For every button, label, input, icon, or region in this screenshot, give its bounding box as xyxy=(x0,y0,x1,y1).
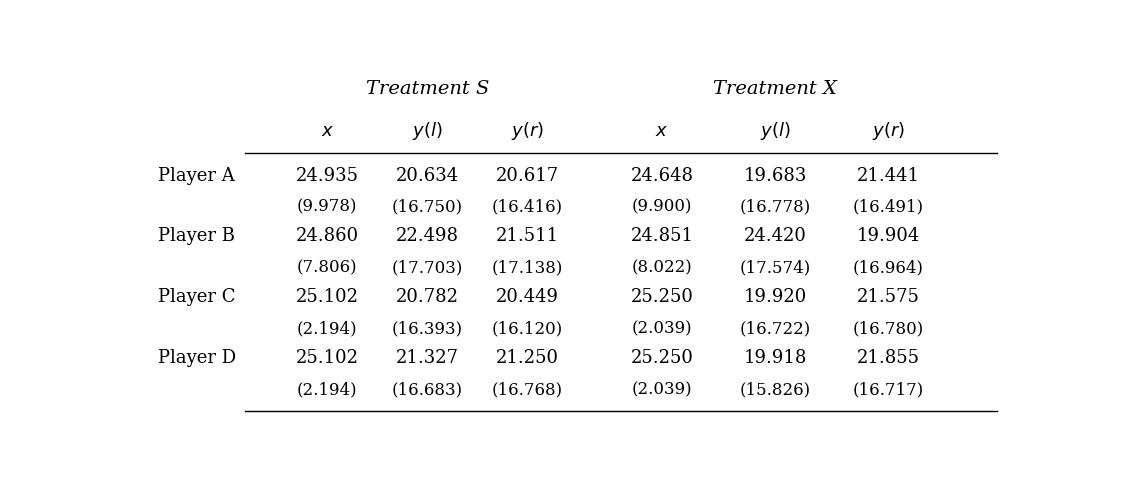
Text: (16.778): (16.778) xyxy=(739,198,811,216)
Text: 22.498: 22.498 xyxy=(396,228,459,245)
Text: Player C: Player C xyxy=(157,288,236,306)
Text: (2.039): (2.039) xyxy=(632,320,692,337)
Text: (17.138): (17.138) xyxy=(491,259,563,276)
Text: 21.250: 21.250 xyxy=(496,349,559,367)
Text: (16.683): (16.683) xyxy=(392,381,462,398)
Text: 25.250: 25.250 xyxy=(631,288,693,306)
Text: 21.441: 21.441 xyxy=(856,167,920,184)
Text: (17.574): (17.574) xyxy=(739,259,811,276)
Text: (16.780): (16.780) xyxy=(853,320,923,337)
Text: 24.420: 24.420 xyxy=(744,228,807,245)
Text: 20.449: 20.449 xyxy=(496,288,559,306)
Text: 24.935: 24.935 xyxy=(296,167,359,184)
Text: $y(l)$: $y(l)$ xyxy=(760,120,790,142)
Text: 19.918: 19.918 xyxy=(744,349,807,367)
Text: (16.768): (16.768) xyxy=(491,381,563,398)
Text: 19.904: 19.904 xyxy=(856,228,920,245)
Text: (16.964): (16.964) xyxy=(853,259,923,276)
Text: (15.826): (15.826) xyxy=(739,381,810,398)
Text: 21.327: 21.327 xyxy=(396,349,459,367)
Text: $y(r)$: $y(r)$ xyxy=(511,120,544,142)
Text: (16.416): (16.416) xyxy=(491,198,563,216)
Text: Treatment S: Treatment S xyxy=(366,80,489,98)
Text: $x$: $x$ xyxy=(655,122,669,140)
Text: 24.860: 24.860 xyxy=(295,228,359,245)
Text: (16.491): (16.491) xyxy=(853,198,923,216)
Text: 21.575: 21.575 xyxy=(856,288,920,306)
Text: (7.806): (7.806) xyxy=(297,259,358,276)
Text: 19.920: 19.920 xyxy=(744,288,807,306)
Text: 19.683: 19.683 xyxy=(744,167,807,184)
Text: 24.648: 24.648 xyxy=(631,167,693,184)
Text: 24.851: 24.851 xyxy=(631,228,693,245)
Text: Player D: Player D xyxy=(157,349,236,367)
Text: (16.393): (16.393) xyxy=(392,320,462,337)
Text: $y(l)$: $y(l)$ xyxy=(412,120,442,142)
Text: (8.022): (8.022) xyxy=(632,259,692,276)
Text: (2.194): (2.194) xyxy=(297,320,358,337)
Text: 25.102: 25.102 xyxy=(296,349,359,367)
Text: $x$: $x$ xyxy=(321,122,334,140)
Text: (9.978): (9.978) xyxy=(297,198,358,216)
Text: 20.782: 20.782 xyxy=(396,288,459,306)
Text: (2.194): (2.194) xyxy=(297,381,358,398)
Text: (16.717): (16.717) xyxy=(853,381,923,398)
Text: 21.855: 21.855 xyxy=(856,349,920,367)
Text: (16.750): (16.750) xyxy=(392,198,462,216)
Text: 21.511: 21.511 xyxy=(496,228,559,245)
Text: (16.120): (16.120) xyxy=(491,320,563,337)
Text: Player A: Player A xyxy=(157,167,234,184)
Text: $y(r)$: $y(r)$ xyxy=(872,120,904,142)
Text: (9.900): (9.900) xyxy=(632,198,692,216)
Text: Treatment X: Treatment X xyxy=(714,80,837,98)
Text: (16.722): (16.722) xyxy=(739,320,811,337)
Text: 20.617: 20.617 xyxy=(496,167,559,184)
Text: 25.250: 25.250 xyxy=(631,349,693,367)
Text: (17.703): (17.703) xyxy=(392,259,463,276)
Text: 25.102: 25.102 xyxy=(296,288,359,306)
Text: Player B: Player B xyxy=(157,228,234,245)
Text: 20.634: 20.634 xyxy=(396,167,459,184)
Text: (2.039): (2.039) xyxy=(632,381,692,398)
